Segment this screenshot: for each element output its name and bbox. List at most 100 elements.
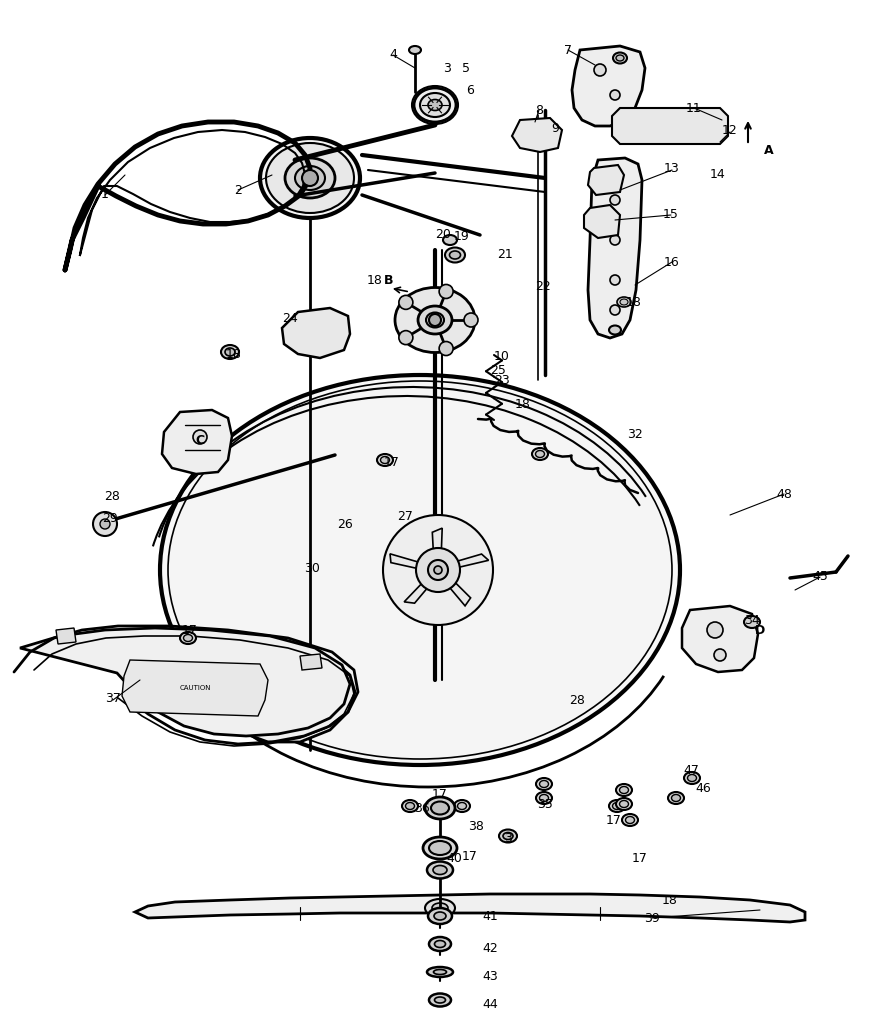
Circle shape <box>383 515 493 625</box>
Ellipse shape <box>450 251 460 259</box>
Text: 36: 36 <box>414 802 429 814</box>
Ellipse shape <box>380 457 390 464</box>
Polygon shape <box>122 660 268 716</box>
Text: 19: 19 <box>454 230 470 244</box>
Ellipse shape <box>378 455 392 465</box>
Polygon shape <box>588 165 624 195</box>
Polygon shape <box>438 554 488 571</box>
Text: 14: 14 <box>710 169 726 181</box>
Circle shape <box>416 548 460 592</box>
Polygon shape <box>612 108 728 144</box>
Ellipse shape <box>620 299 628 305</box>
Text: 3: 3 <box>443 61 451 75</box>
Text: 26: 26 <box>337 517 353 530</box>
Polygon shape <box>438 570 471 606</box>
Ellipse shape <box>225 348 235 356</box>
Ellipse shape <box>295 166 325 190</box>
Ellipse shape <box>428 908 452 924</box>
Circle shape <box>100 519 110 529</box>
Ellipse shape <box>671 795 680 802</box>
Ellipse shape <box>617 297 631 307</box>
Text: 3: 3 <box>504 831 512 845</box>
Text: 48: 48 <box>776 487 792 501</box>
Text: 21: 21 <box>497 248 513 260</box>
Ellipse shape <box>687 774 696 781</box>
Text: 43: 43 <box>482 970 498 982</box>
Text: 8: 8 <box>535 103 543 117</box>
Circle shape <box>193 430 207 444</box>
Ellipse shape <box>610 801 624 811</box>
Ellipse shape <box>539 795 548 802</box>
Ellipse shape <box>626 817 634 823</box>
Ellipse shape <box>432 903 448 913</box>
Ellipse shape <box>285 158 335 198</box>
Ellipse shape <box>434 970 446 975</box>
Text: 30: 30 <box>304 561 320 574</box>
Ellipse shape <box>431 802 449 814</box>
Ellipse shape <box>429 993 451 1007</box>
Ellipse shape <box>458 803 466 810</box>
Ellipse shape <box>613 803 621 809</box>
Text: 32: 32 <box>627 427 643 440</box>
Ellipse shape <box>427 861 453 879</box>
Text: 7: 7 <box>564 43 572 56</box>
Circle shape <box>428 560 448 580</box>
Ellipse shape <box>377 454 393 466</box>
Polygon shape <box>404 570 438 603</box>
Text: 4: 4 <box>389 47 397 60</box>
Text: 18: 18 <box>626 296 642 308</box>
Circle shape <box>302 170 318 186</box>
Text: 13: 13 <box>664 162 680 174</box>
Text: 23: 23 <box>495 374 510 386</box>
Text: A: A <box>764 143 774 157</box>
Ellipse shape <box>425 899 455 918</box>
Polygon shape <box>588 158 642 338</box>
Polygon shape <box>185 645 355 742</box>
Circle shape <box>610 90 620 100</box>
Text: 34: 34 <box>744 613 759 627</box>
Ellipse shape <box>381 457 389 463</box>
Ellipse shape <box>620 801 628 808</box>
Ellipse shape <box>420 93 450 117</box>
Ellipse shape <box>626 816 634 823</box>
Text: 18: 18 <box>226 348 242 361</box>
Text: 46: 46 <box>695 781 711 795</box>
Text: 18: 18 <box>367 273 383 287</box>
Ellipse shape <box>435 997 445 1002</box>
Ellipse shape <box>184 635 193 641</box>
Text: 41: 41 <box>482 909 498 923</box>
Circle shape <box>610 195 620 205</box>
Ellipse shape <box>744 616 760 628</box>
Text: 37: 37 <box>105 692 121 706</box>
Ellipse shape <box>458 803 466 809</box>
Ellipse shape <box>499 829 517 843</box>
Ellipse shape <box>433 865 447 874</box>
Ellipse shape <box>428 99 442 111</box>
Text: 44: 44 <box>482 998 498 1012</box>
Polygon shape <box>300 654 322 670</box>
Ellipse shape <box>181 633 195 643</box>
Circle shape <box>434 566 442 574</box>
Polygon shape <box>20 628 350 736</box>
Polygon shape <box>56 628 76 644</box>
Text: 17: 17 <box>432 788 448 802</box>
Text: 39: 39 <box>644 911 660 925</box>
Circle shape <box>714 649 726 662</box>
Text: 9: 9 <box>551 122 559 134</box>
Ellipse shape <box>684 772 700 784</box>
Text: 47: 47 <box>683 764 699 776</box>
Text: 45: 45 <box>812 569 828 583</box>
Ellipse shape <box>402 800 418 812</box>
Text: 2: 2 <box>234 183 242 197</box>
Ellipse shape <box>609 326 621 335</box>
Text: 18: 18 <box>515 398 531 412</box>
Text: B: B <box>385 273 393 287</box>
Ellipse shape <box>423 837 457 859</box>
Text: 10: 10 <box>494 350 510 364</box>
Text: 12: 12 <box>722 124 737 136</box>
Circle shape <box>439 285 453 298</box>
Text: 29: 29 <box>102 512 118 524</box>
Ellipse shape <box>418 306 452 334</box>
Ellipse shape <box>184 635 192 641</box>
Ellipse shape <box>266 143 354 213</box>
